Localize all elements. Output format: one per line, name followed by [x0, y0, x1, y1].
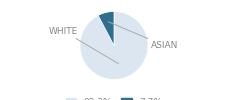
Wedge shape [98, 12, 114, 46]
Legend: 92.3%, 7.7%: 92.3%, 7.7% [62, 94, 166, 100]
Text: ASIAN: ASIAN [108, 22, 178, 50]
Text: WHITE: WHITE [49, 27, 119, 64]
Wedge shape [80, 12, 148, 80]
